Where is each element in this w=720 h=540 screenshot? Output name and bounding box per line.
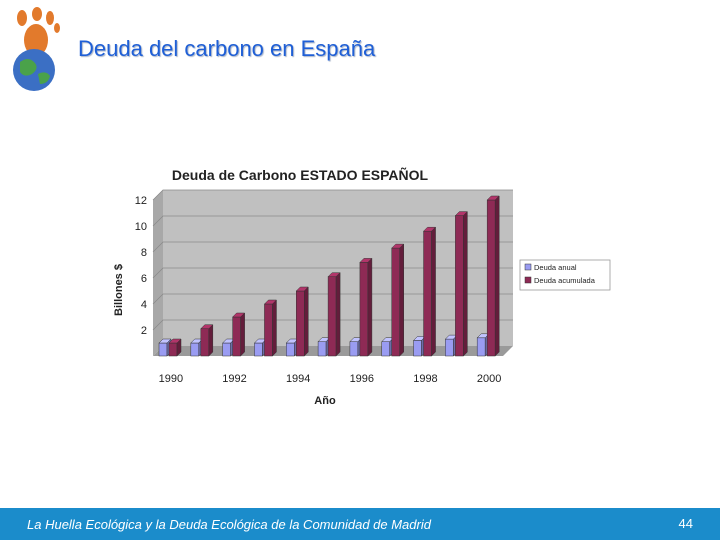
bar-front (327, 276, 337, 357)
y-tick-label: 6 (141, 273, 147, 285)
globe-icon (13, 49, 55, 91)
y-tick-label: 2 (141, 325, 147, 337)
bar-deuda-acumulada-2000 (486, 195, 500, 357)
bar-front (296, 290, 305, 357)
bar-front (158, 342, 168, 357)
legend-swatch (524, 276, 532, 284)
bar-deuda-acumulada-1995 (327, 272, 341, 357)
x-tick-label: 1990 (159, 373, 183, 385)
y-tick-label: 4 (141, 299, 147, 311)
bar-side (431, 226, 436, 357)
legend-label: Deuda acumulada (534, 276, 596, 285)
legend-label: Deuda anual (534, 263, 577, 272)
y-tick-labels: 2 4 6 8 10 12 (135, 195, 147, 337)
bar-front (222, 342, 231, 357)
bar-side (463, 210, 468, 357)
carbon-debt-chart: Deuda de Carbono ESTADO ESPAÑOL 2 4 6 8 10 12… (113, 166, 611, 407)
bar-front (264, 303, 273, 357)
gridline (152, 241, 513, 253)
bar-front (486, 199, 496, 357)
x-tick-labels: 1990 1992 1994 1996 1998 2000 (159, 373, 502, 385)
bar-deuda-acumulada-1998 (422, 226, 437, 357)
legend: Deuda anual Deuda acumulada (519, 259, 611, 291)
bar-front (381, 341, 390, 357)
footer-bar: La Huella Ecológica y la Deuda Ecológica… (0, 508, 720, 540)
bar-side (240, 312, 245, 357)
page-number: 44 (678, 516, 693, 531)
bar-deuda-acumulada-1994 (295, 286, 309, 357)
footprint-icon (17, 7, 60, 56)
bar-front (232, 316, 241, 357)
bar-front (445, 338, 454, 357)
bar-deuda-acumulada-1997 (391, 243, 405, 357)
bar-front (168, 342, 178, 357)
legend-swatch (524, 263, 532, 271)
x-tick-label: 1996 (350, 373, 374, 385)
bar-side (399, 243, 404, 357)
bar-front (317, 341, 327, 357)
bar-deuda-acumulada-1992 (232, 312, 246, 357)
x-tick-label: 1998 (413, 373, 437, 385)
bars (158, 195, 500, 357)
bar-front (413, 340, 422, 357)
bar-front (254, 342, 263, 357)
x-tick-label: 1994 (286, 373, 310, 385)
bar-deuda-acumulada-1990 (168, 338, 182, 357)
bar-side (335, 272, 341, 357)
gridline (152, 189, 513, 201)
bar-side (494, 195, 500, 357)
bar-front (359, 262, 369, 357)
bar-front (190, 342, 200, 357)
earth-footprint-logo (13, 7, 60, 91)
x-axis-label: Año (314, 395, 336, 407)
x-tick-label: 2000 (477, 373, 501, 385)
y-tick-label: 8 (141, 247, 147, 259)
bar-front (200, 328, 210, 357)
chart-title: Deuda de Carbono ESTADO ESPAÑOL (172, 166, 429, 183)
y-tick-label: 10 (135, 221, 147, 233)
bar-front (455, 215, 464, 357)
slide-title: Deuda del carbono en España (78, 36, 376, 61)
bar-side (367, 257, 373, 357)
bar-front (349, 341, 359, 357)
bar-side (176, 338, 182, 357)
bar-deuda-acumulada-1991 (200, 324, 214, 357)
footer-text: La Huella Ecológica y la Deuda Ecológica… (27, 517, 431, 532)
y-axis-label: Billones $ (113, 264, 125, 316)
bar-deuda-acumulada-1999 (454, 210, 468, 357)
bar-front (476, 337, 486, 357)
bar-side (304, 286, 309, 357)
bar-side (272, 299, 277, 357)
bar-front (423, 230, 432, 357)
bar-front (391, 247, 400, 357)
legend-box (519, 259, 611, 291)
x-tick-label: 1992 (222, 373, 246, 385)
bar-deuda-acumulada-1996 (359, 257, 373, 357)
y-tick-label: 12 (135, 195, 147, 207)
gridline (152, 215, 513, 227)
bar-deuda-acumulada-1993 (263, 299, 278, 357)
bar-side (208, 324, 214, 357)
bar-front (286, 342, 295, 357)
